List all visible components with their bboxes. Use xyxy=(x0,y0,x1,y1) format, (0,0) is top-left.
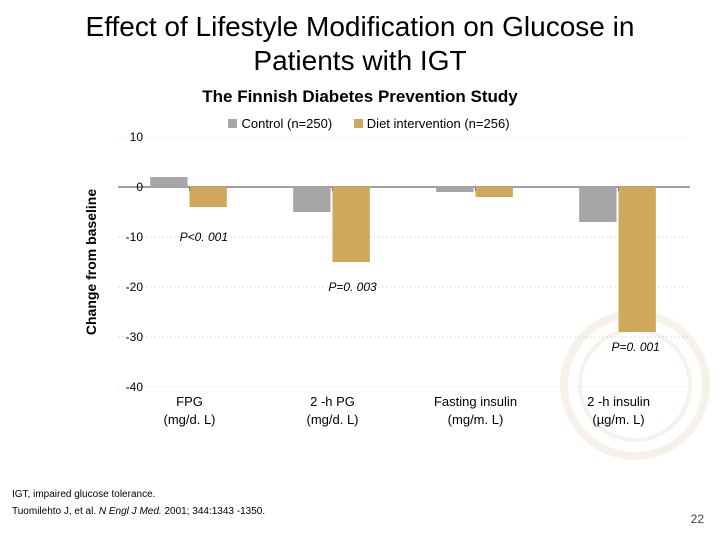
chart: Change from baseline 100-10-20-30-40FPG(… xyxy=(88,137,690,387)
ytick-label: -20 xyxy=(126,280,143,294)
p-value-annotation: P=0. 003 xyxy=(328,280,376,294)
legend-label-diet: Diet intervention (n=256) xyxy=(367,116,510,131)
x-category-label: 2 -h PG(mg/d. L) xyxy=(306,393,358,428)
p-value-annotation: P<0. 001 xyxy=(180,230,228,244)
footnotes: IGT, impaired glucose tolerance. Tuomile… xyxy=(12,486,265,520)
ytick-label: 0 xyxy=(136,180,143,194)
y-axis-label: Change from baseline xyxy=(83,189,99,335)
page-number: 22 xyxy=(691,512,704,526)
x-category-label: 2 -h insulin(µg/m. L) xyxy=(587,393,650,428)
slide: Effect of Lifestyle Modification on Gluc… xyxy=(0,0,720,540)
x-category-label: Fasting insulin(mg/m. L) xyxy=(434,393,517,428)
ytick-label: 10 xyxy=(130,130,143,144)
p-value-annotation: P=0. 001 xyxy=(611,340,659,354)
slide-subtitle: The Finnish Diabetes Prevention Study xyxy=(0,87,720,107)
footnote-reference: Tuomilehto J, et al. N Engl J Med. 2001;… xyxy=(12,503,265,520)
legend-label-control: Control (n=250) xyxy=(241,116,332,131)
ytick-label: -30 xyxy=(126,330,143,344)
plot-area: 100-10-20-30-40FPG(mg/d. L)2 -h PG(mg/d.… xyxy=(118,137,690,387)
chart-svg xyxy=(118,137,690,387)
x-category-label: FPG(mg/d. L) xyxy=(163,393,215,428)
ytick-label: -10 xyxy=(126,230,143,244)
footnote-abbrev: IGT, impaired glucose tolerance. xyxy=(12,486,265,503)
legend-swatch-diet xyxy=(354,119,363,128)
legend-swatch-control xyxy=(228,119,237,128)
ytick-label: -40 xyxy=(126,380,143,394)
chart-legend: Control (n=250) Diet intervention (n=256… xyxy=(0,115,720,131)
slide-title: Effect of Lifestyle Modification on Gluc… xyxy=(0,0,720,77)
